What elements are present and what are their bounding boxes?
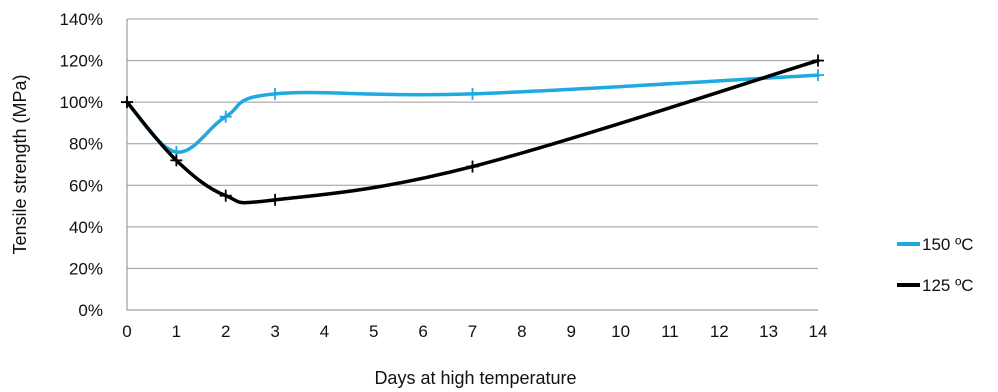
y-axis-title: Tensile strength (MPa) [10,74,30,254]
x-tick-label: 8 [517,322,526,341]
x-tick-label: 7 [468,322,477,341]
data-point-marker [812,69,824,82]
x-tick-label: 1 [172,322,181,341]
legend-label: 150 ºC [922,235,974,254]
legend-item: 150 ºC [897,235,974,254]
y-tick-label: 0% [78,301,103,320]
data-point-marker [812,54,824,67]
x-tick-label: 11 [661,322,679,341]
y-tick-label: 140% [60,10,103,29]
x-tick-label: 9 [566,322,575,341]
series-150c [121,69,824,159]
x-tick-label: 13 [759,322,778,341]
legend: 150 ºC 125 ºC [897,235,974,295]
legend-item: 125 ºC [897,276,974,295]
y-tick-label: 60% [69,176,103,195]
x-tick-label: 3 [270,322,279,341]
x-tick-label: 10 [611,322,630,341]
data-point-marker [219,189,232,202]
data-point-marker [466,87,479,100]
axes [126,19,818,311]
data-point-marker [121,96,133,109]
x-tick-label: 0 [122,322,131,341]
y-tick-label: 80% [69,135,103,154]
x-tick-label: 2 [221,322,230,341]
data-point-marker [219,110,232,123]
x-tick-label: 14 [809,322,828,341]
x-tick-label: 4 [320,322,329,341]
data-point-marker [269,193,282,206]
y-tick-label: 20% [69,259,103,278]
y-tick-label: 120% [60,52,103,71]
y-tick-label: 100% [60,93,103,112]
data-point-marker [170,154,183,167]
x-tick-label: 6 [418,322,427,341]
y-tick-labels: 0% 20% 40% 60% 80% 100% 120% 140% [60,10,103,320]
series-125c [121,54,824,206]
x-axis-title: Days at high temperature [374,368,576,388]
x-tick-label: 12 [710,322,729,341]
data-point-marker [466,160,479,173]
data-point-marker [269,87,282,100]
x-tick-label: 5 [369,322,378,341]
x-tick-labels: 0 1 2 3 4 5 6 7 8 9 10 11 12 13 14 [122,322,827,341]
legend-label: 125 ºC [922,276,974,295]
series-line [125,73,820,154]
series-layer [121,54,824,206]
y-tick-label: 40% [69,218,103,237]
